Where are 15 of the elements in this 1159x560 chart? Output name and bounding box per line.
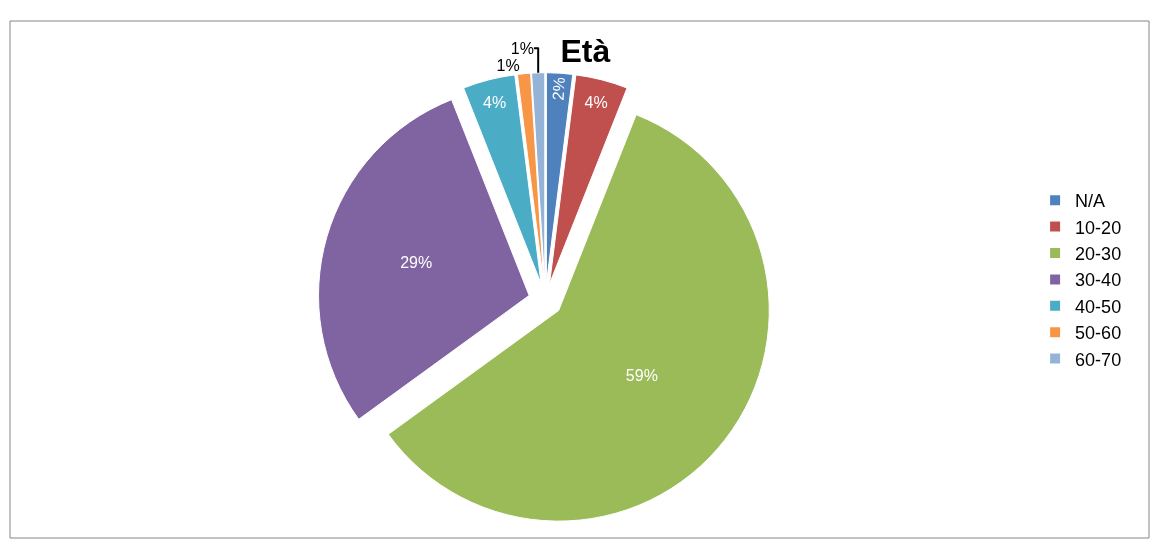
chart-title: Età [560, 32, 611, 69]
data-label: 29% [400, 254, 433, 272]
legend-label: 40-50 [1075, 296, 1122, 317]
legend-label: 20-30 [1075, 244, 1122, 265]
data-label: 1% [510, 39, 534, 57]
legend-label: 50-60 [1075, 323, 1122, 344]
data-label: 2% [549, 76, 568, 101]
legend-label: 60-70 [1075, 349, 1122, 370]
legend-label: 10-20 [1075, 217, 1122, 238]
data-label: 4% [483, 94, 507, 112]
data-label: 1% [496, 56, 520, 74]
legend-label: N/A [1075, 191, 1106, 212]
legend-label: 30-40 [1075, 270, 1122, 291]
data-label: 59% [625, 366, 658, 384]
data-label: 4% [584, 94, 608, 112]
